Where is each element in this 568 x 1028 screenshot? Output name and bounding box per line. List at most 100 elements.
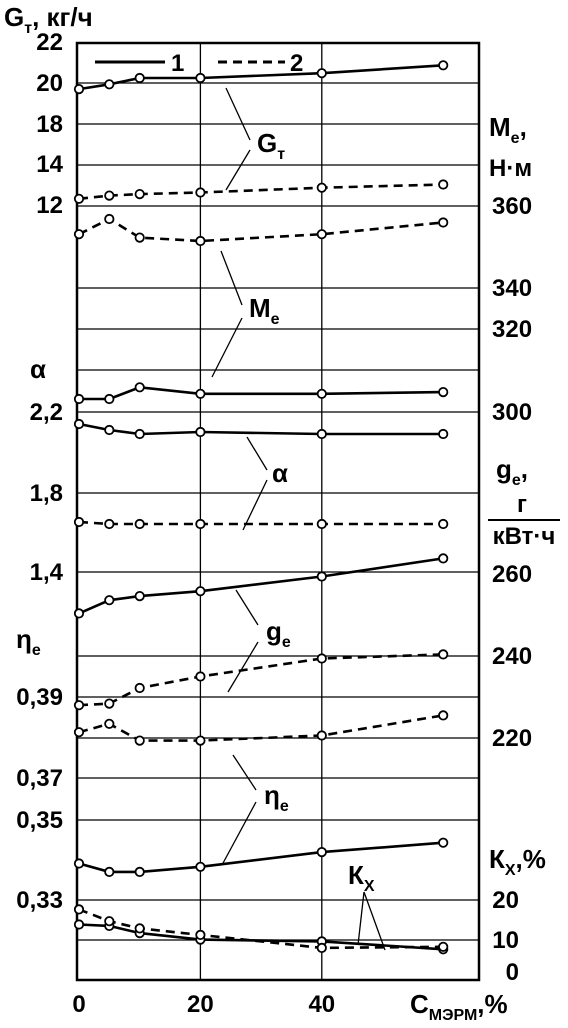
tick-label-eta: 0,33 xyxy=(16,887,63,914)
axis-title-eta: ηе xyxy=(16,624,41,659)
tick-label-x: 0 xyxy=(72,991,85,1018)
tick-label-G: 12 xyxy=(36,192,63,219)
tick-label-M: 320 xyxy=(492,316,532,343)
callout-leader xyxy=(232,754,257,791)
callout-leader xyxy=(363,891,386,951)
data-point-alpha xyxy=(438,518,449,530)
data-point-M xyxy=(134,232,145,243)
data-point-g xyxy=(104,698,115,709)
callout-leaders xyxy=(211,87,386,951)
legend-label-1: 1 xyxy=(171,50,184,77)
tick-label-eta: 0,35 xyxy=(16,807,63,834)
callout-label-G: Gт xyxy=(257,128,285,163)
data-point-K xyxy=(134,923,145,934)
data-point-K xyxy=(73,904,85,915)
plot-frame xyxy=(75,41,481,982)
data-point-eta xyxy=(104,718,115,729)
data-point-G xyxy=(195,187,206,198)
series-line-alpha-solid xyxy=(78,422,444,436)
data-point-eta xyxy=(134,735,145,746)
data-point-g xyxy=(104,595,115,606)
data-point-alpha xyxy=(316,428,327,440)
tick-label-G: 20 xyxy=(36,70,63,97)
series-line-eta-dashed xyxy=(78,714,444,742)
data-point-eta xyxy=(438,710,449,721)
data-point-K xyxy=(73,919,85,930)
data-point-g xyxy=(73,700,85,711)
data-point-M xyxy=(195,388,206,399)
tick-label-K: 0 xyxy=(506,959,519,986)
data-point-M xyxy=(195,235,206,247)
data-point-G xyxy=(438,179,449,190)
callout-leader xyxy=(225,87,251,141)
data-point-eta xyxy=(438,837,449,848)
data-point-g xyxy=(134,590,145,602)
data-point-G xyxy=(104,79,115,90)
axis-title-K: КХ,% xyxy=(489,844,546,879)
data-point-K xyxy=(316,942,327,954)
tick-label-g: 220 xyxy=(492,725,532,752)
callout-leader xyxy=(220,250,243,306)
tick-label-K: 20 xyxy=(492,887,519,914)
data-point-g xyxy=(134,682,145,694)
data-point-M xyxy=(438,386,449,398)
callout-leader xyxy=(246,436,268,471)
axis-unit-g-denominator: кВт·ч xyxy=(493,523,556,550)
series-line-G-solid xyxy=(78,64,444,91)
callout-leader xyxy=(211,317,243,378)
data-point-eta xyxy=(73,858,85,869)
data-point-G xyxy=(134,72,145,84)
callout-leader xyxy=(357,891,365,946)
data-point-alpha xyxy=(134,518,145,530)
tick-label-M: 300 xyxy=(492,399,532,426)
data-point-alpha xyxy=(73,516,85,528)
callout-leader xyxy=(225,149,251,191)
data-point-eta xyxy=(195,861,206,872)
tick-label-G: 22 xyxy=(36,29,63,56)
data-point-eta xyxy=(134,866,145,878)
series-line-M-solid xyxy=(79,385,444,401)
data-point-K xyxy=(195,929,206,941)
series-line-M-dashed xyxy=(78,217,444,243)
data-point-eta xyxy=(316,846,327,858)
data-point-M xyxy=(104,213,115,225)
data-point-alpha xyxy=(195,518,206,530)
series-line-alpha-dashed xyxy=(78,520,444,526)
series-line-K-dashed xyxy=(78,908,444,950)
data-point-G xyxy=(316,68,327,79)
data-point-M xyxy=(134,382,145,393)
tick-label-G: 14 xyxy=(36,151,63,178)
data-point-G xyxy=(438,60,449,71)
callout-label-g: gе xyxy=(266,616,291,651)
data-point-M xyxy=(316,388,327,399)
series-layer xyxy=(73,60,449,955)
data-point-eta xyxy=(316,730,327,741)
tick-label-eta: 0,37 xyxy=(16,765,63,792)
series-line-g-dashed xyxy=(78,653,444,707)
tick-label-alpha: 2,2 xyxy=(30,399,63,426)
callout-leader xyxy=(227,641,259,693)
data-point-G xyxy=(134,189,145,200)
callout-leader xyxy=(242,479,268,531)
series-line-G-dashed xyxy=(78,183,444,201)
tick-label-x: 20 xyxy=(187,991,214,1018)
callout-leader xyxy=(221,801,257,866)
data-point-K xyxy=(104,916,115,927)
data-point-K xyxy=(438,941,449,952)
data-point-G xyxy=(73,84,85,95)
tick-label-g: 260 xyxy=(492,561,532,588)
series-line-g-solid xyxy=(78,557,444,615)
series-line-K-solid xyxy=(78,923,444,951)
series-line-eta-solid xyxy=(78,841,444,874)
data-point-G xyxy=(195,72,206,84)
callout-label-M: Ме xyxy=(249,293,280,328)
callout-label-alpha: α xyxy=(272,458,288,488)
data-point-M xyxy=(438,217,449,228)
data-point-eta xyxy=(104,866,115,878)
data-point-g xyxy=(195,671,206,682)
tick-label-alpha: 1,8 xyxy=(30,480,63,507)
data-point-alpha xyxy=(73,418,85,430)
tick-label-M: 340 xyxy=(492,275,532,302)
tick-label-eta: 0,39 xyxy=(16,684,63,711)
